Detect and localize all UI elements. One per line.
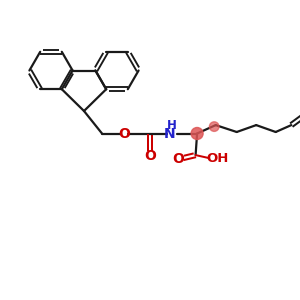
Text: O: O [118, 127, 130, 140]
Text: O: O [144, 149, 156, 163]
Circle shape [209, 122, 219, 131]
Text: O: O [172, 152, 184, 166]
Text: OH: OH [206, 152, 228, 165]
Text: H: H [167, 119, 176, 132]
Text: N: N [164, 127, 175, 140]
Circle shape [191, 128, 203, 140]
